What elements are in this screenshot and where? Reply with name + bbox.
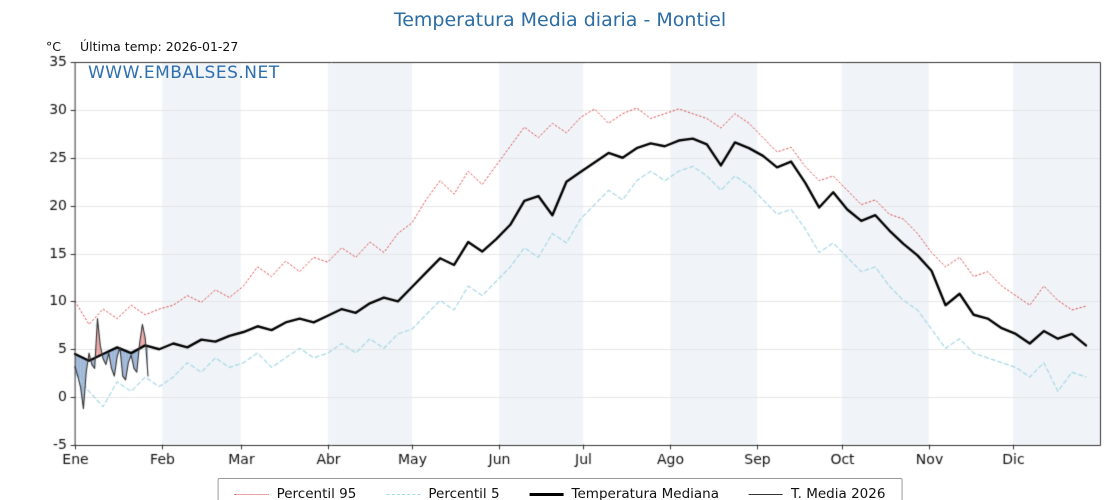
chart-title: Temperatura Media diaria - Montiel (393, 9, 727, 31)
legend-label: Percentil 95 (276, 486, 357, 500)
legend-label: Temperatura Mediana (571, 486, 719, 500)
legend-item-percentil-5: Percentil 5 (386, 486, 500, 500)
watermark-text: WWW.EMBALSES.NET (88, 63, 280, 83)
legend-label: Percentil 5 (428, 486, 500, 500)
legend-item-percentil-95: Percentil 95 (234, 486, 357, 500)
media-2026-line-swatch (749, 493, 783, 495)
y-axis-unit-label: °C (46, 39, 61, 54)
mediana-line-swatch (529, 492, 564, 496)
percentil-5-line-swatch (386, 493, 421, 495)
legend-item-media-2026: T. Media 2026 (749, 486, 885, 500)
last-temp-label: Última temp: 2026-01-27 (80, 39, 239, 54)
percentil-95-line-swatch (234, 493, 269, 495)
legend: Percentil 95 Percentil 5 Temperatura Med… (217, 478, 903, 500)
legend-label: T. Media 2026 (791, 486, 886, 500)
legend-item-mediana: Temperatura Mediana (529, 486, 719, 500)
